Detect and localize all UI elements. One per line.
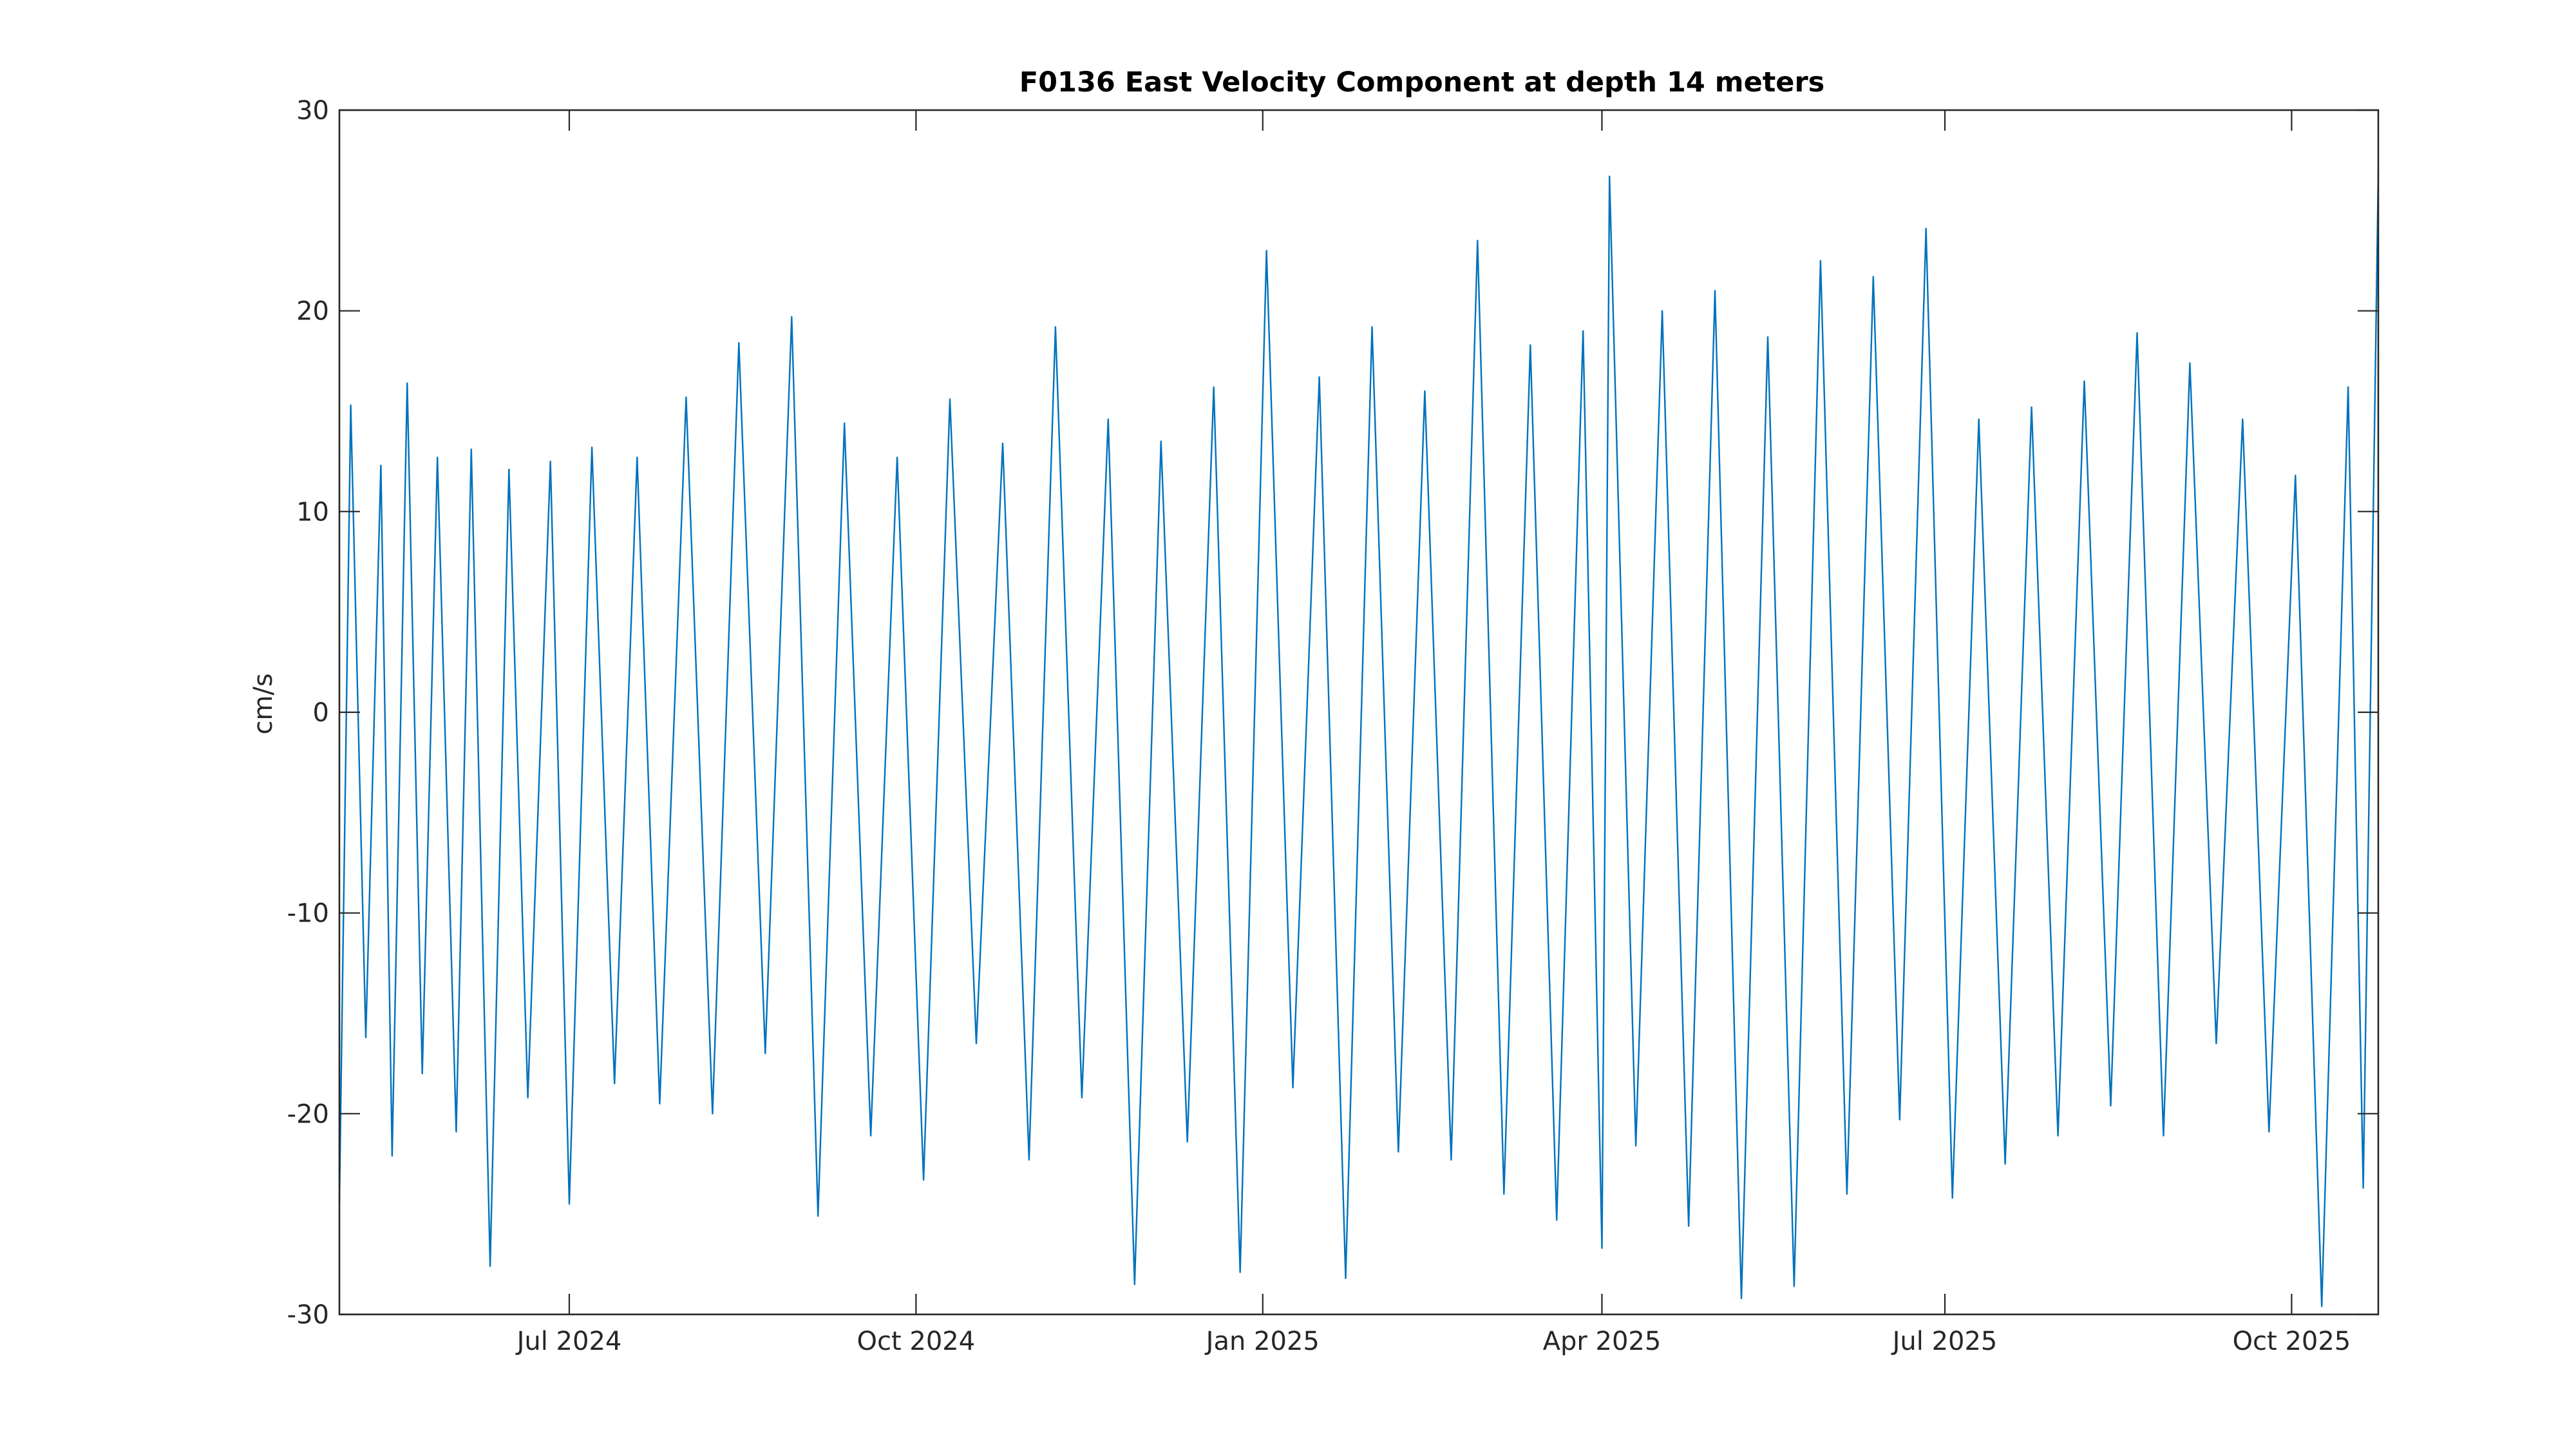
y-tick-label: 10 — [296, 497, 329, 527]
y-tick-label: 30 — [296, 96, 329, 126]
y-tick-label: -20 — [287, 1099, 329, 1129]
x-axis: Jul 2024 Oct 2024 Jan 2025 Apr 2025 Jul 2025… — [515, 110, 2351, 1356]
y-tick-label: -10 — [287, 899, 329, 929]
chart-title: F0136 East Velocity Component at depth 1… — [1019, 66, 1825, 99]
y-tick-label: 0 — [313, 698, 329, 728]
y-tick-label: -30 — [287, 1300, 329, 1330]
plot-area-border — [338, 109, 2380, 1316]
x-tick-label: Oct 2025 — [2233, 1327, 2351, 1356]
x-tick-label: Jul 2025 — [1891, 1327, 1998, 1356]
x-tick-label: Apr 2025 — [1543, 1327, 1662, 1356]
series-line-0 — [339, 172, 2378, 1307]
y-tick-label: 20 — [296, 297, 329, 327]
x-tick-label: Jul 2024 — [515, 1327, 622, 1356]
y-axis-label: cm/s — [249, 673, 278, 734]
y-axis: -30 -20 -10 0 10 20 30 — [287, 96, 2378, 1330]
x-tick-label: Oct 2024 — [857, 1327, 976, 1356]
x-tick-label: Jan 2025 — [1204, 1327, 1320, 1356]
